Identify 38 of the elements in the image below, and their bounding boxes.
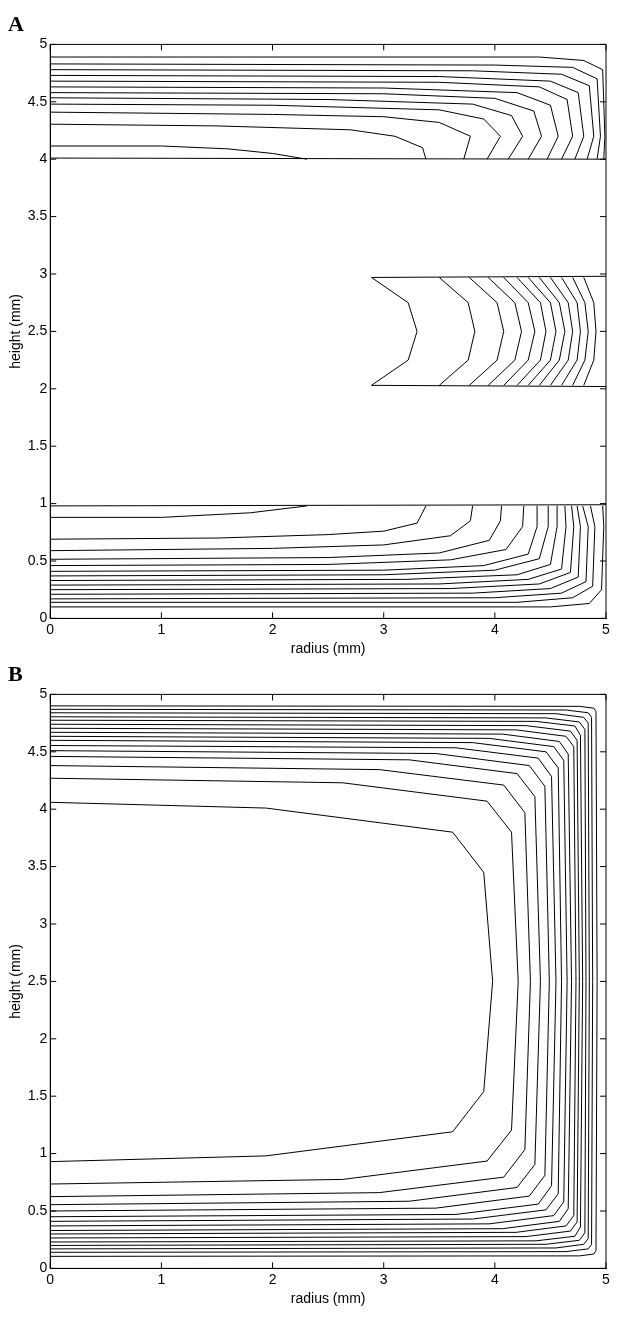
x-tick-label: 5 — [602, 620, 611, 637]
y-tick-label: 1.5 — [27, 1087, 48, 1104]
y-axis-title: height (mm) — [7, 944, 24, 1019]
y-tick-label: 2 — [39, 1029, 48, 1046]
y-tick-label: 4.5 — [27, 92, 48, 109]
x-tick-label: 4 — [490, 620, 499, 637]
x-tick-label: 1 — [157, 1270, 166, 1287]
y-tick-label: 2.5 — [27, 322, 48, 339]
y-tick-label: 3.5 — [27, 207, 48, 224]
y-tick-label: 1.5 — [27, 437, 48, 454]
chart-title: A — [8, 10, 24, 36]
x-tick-label: 2 — [268, 620, 277, 637]
x-tick-label: 3 — [379, 620, 388, 637]
x-tick-label: 4 — [490, 1270, 499, 1287]
x-tick-label: 1 — [157, 620, 166, 637]
x-axis-title: radius (mm) — [290, 640, 366, 657]
y-tick-label: 1 — [39, 1144, 48, 1161]
y-tick-label: 4.5 — [27, 742, 48, 759]
x-tick-label: 5 — [602, 1270, 611, 1287]
y-tick-label: 0 — [39, 609, 48, 626]
y-tick-label: 2.5 — [27, 972, 48, 989]
y-tick-label: 0.5 — [27, 551, 48, 568]
y-tick-label: 2 — [39, 379, 48, 396]
y-axis-title: height (mm) — [7, 294, 24, 369]
y-tick-label: 3 — [39, 914, 48, 931]
y-tick-label: 3 — [39, 264, 48, 281]
y-tick-label: 5 — [39, 35, 48, 52]
y-tick-label: 4 — [39, 150, 48, 167]
y-tick-label: 5 — [39, 685, 48, 702]
chart-title: B — [8, 660, 23, 686]
y-tick-label: 4 — [39, 800, 48, 817]
y-tick-label: 0.5 — [27, 1201, 48, 1218]
y-tick-label: 1 — [39, 494, 48, 511]
x-tick-label: 2 — [268, 1270, 277, 1287]
x-axis-title: radius (mm) — [290, 1290, 366, 1307]
x-tick-label: 3 — [379, 1270, 388, 1287]
y-tick-label: 0 — [39, 1259, 48, 1276]
y-tick-label: 3.5 — [27, 857, 48, 874]
